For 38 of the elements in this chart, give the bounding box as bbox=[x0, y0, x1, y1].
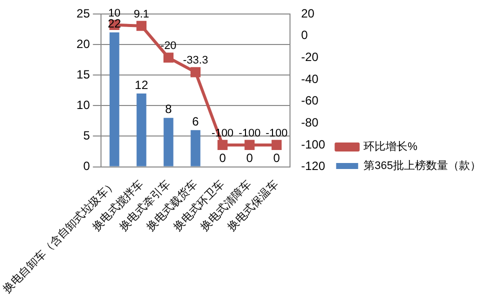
point bbox=[272, 140, 282, 150]
legend-label: 环比增长% bbox=[364, 140, 418, 154]
data-label: -33.3 bbox=[182, 54, 208, 67]
data-label: 9.1 bbox=[134, 8, 150, 20]
y2-tick-label: -120 bbox=[301, 159, 326, 174]
legend-label: 第365批上榜数量（款） bbox=[364, 159, 482, 172]
data-label: 0 bbox=[273, 151, 280, 166]
data-label: -100 bbox=[266, 127, 288, 140]
point bbox=[136, 20, 146, 31]
y2-tick-label: -20 bbox=[301, 50, 319, 64]
data-label: -100 bbox=[238, 127, 261, 140]
y-tick-label: 0 bbox=[83, 159, 90, 174]
y-tick-label: 20 bbox=[76, 36, 90, 51]
y-tick-label: 5 bbox=[83, 128, 90, 143]
data-label: 0 bbox=[219, 151, 226, 166]
bar bbox=[110, 32, 120, 166]
data-label: -20 bbox=[160, 40, 176, 52]
y2-tick-label: -40 bbox=[301, 72, 319, 86]
y-tick-label: 15 bbox=[76, 67, 90, 82]
y2-tick-label: -80 bbox=[301, 115, 319, 130]
y-tick-label: 10 bbox=[76, 98, 90, 112]
bar bbox=[136, 93, 146, 166]
data-label: 8 bbox=[165, 102, 172, 116]
y2-tick-label: -60 bbox=[301, 94, 319, 108]
data-label: 0 bbox=[246, 151, 254, 166]
point bbox=[163, 52, 174, 63]
bar bbox=[190, 130, 200, 166]
point bbox=[244, 140, 255, 150]
y2-tick-label: 0 bbox=[301, 28, 308, 42]
data-label: 6 bbox=[192, 114, 200, 128]
bar bbox=[164, 118, 174, 166]
y2-tick-label: 20 bbox=[301, 6, 315, 20]
y-tick-label: 25 bbox=[76, 6, 90, 20]
point bbox=[190, 67, 201, 78]
data-label: 12 bbox=[134, 78, 148, 92]
point bbox=[218, 140, 228, 150]
y2-tick-label: -100 bbox=[301, 137, 326, 152]
data-label: 10 bbox=[108, 7, 121, 20]
